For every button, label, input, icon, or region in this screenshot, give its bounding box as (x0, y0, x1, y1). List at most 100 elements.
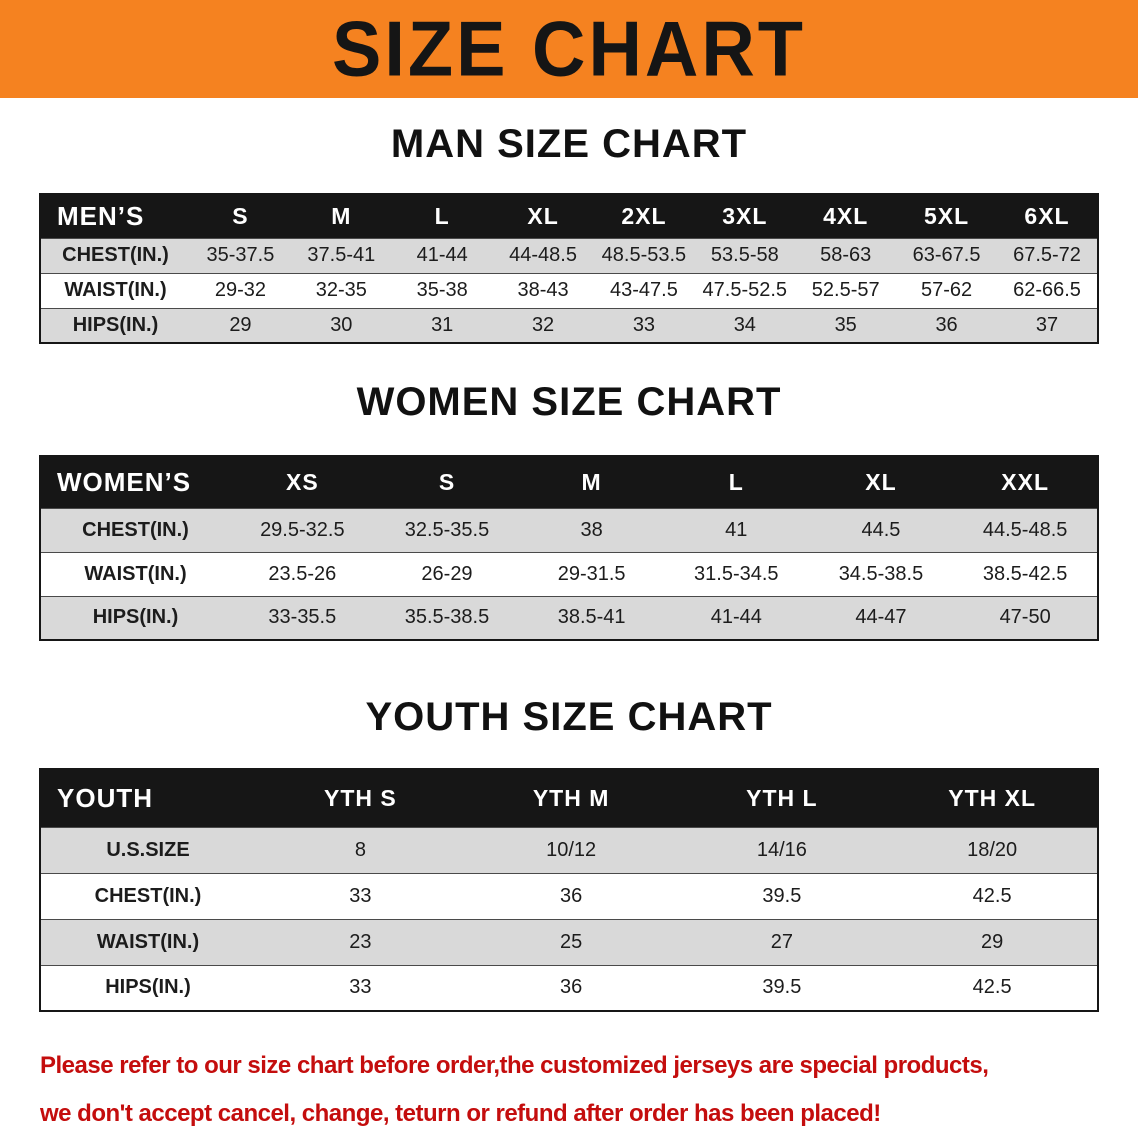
table-cell: 23.5-26 (230, 551, 375, 596)
table-cell: 53.5-58 (694, 237, 796, 273)
table-cell: 62-66.5 (997, 272, 1098, 308)
size-column-header: XS (230, 456, 375, 508)
size-chart-banner: SIZE CHART (0, 0, 1138, 98)
table-cell: 27 (676, 918, 888, 965)
table-cell: 38 (519, 507, 664, 552)
row-label: WAIST(IN.) (40, 918, 255, 965)
table-cell: 41 (663, 507, 809, 552)
table-cell: 29 (190, 307, 291, 343)
table-cell: 29.5-32.5 (230, 507, 375, 552)
table-cell: 32-35 (290, 272, 392, 308)
table-row: HIPS(IN.) 33 36 39.5 42.5 (40, 964, 1098, 1011)
table-cell: 44-47 (808, 595, 954, 640)
youth-size-table: YOUTH YTH S YTH M YTH L YTH XL U.S.SIZE 8 10/12… (39, 768, 1099, 1012)
table-cell: 38.5-41 (519, 595, 664, 640)
table-cell: 58-63 (795, 237, 897, 273)
table-header-row: WOMEN’S XS S M L XL XXL (40, 456, 1098, 508)
table-cell: 37 (997, 307, 1098, 343)
size-column-header: XXL (953, 456, 1098, 508)
size-column-header: S (190, 194, 291, 238)
table-cell: 44.5-48.5 (953, 507, 1098, 552)
table-cell: 67.5-72 (997, 237, 1098, 273)
table-cell: 35-38 (391, 272, 493, 308)
size-column-header: 4XL (795, 194, 897, 238)
size-column-header: 6XL (997, 194, 1098, 238)
table-cell: 32.5-35.5 (374, 507, 520, 552)
table-cell: 36 (465, 964, 677, 1011)
table-cell: 33 (255, 964, 466, 1011)
table-cell: 37.5-41 (290, 237, 392, 273)
table-cell: 34 (694, 307, 796, 343)
table-header-row: MEN’S S M L XL 2XL 3XL 4XL 5XL 6XL (40, 194, 1098, 238)
table-cell: 47-50 (953, 595, 1098, 640)
women-size-table: WOMEN’S XS S M L XL XXL CHEST(IN.) 29.5-32.5 32.5… (39, 455, 1099, 641)
table-row: CHEST(IN.) 33 36 39.5 42.5 (40, 872, 1098, 919)
table-cell: 44.5 (808, 507, 954, 552)
youth-section-heading: YOUTH SIZE CHART (365, 695, 773, 739)
size-column-header: 3XL (694, 194, 796, 238)
size-column-header: YTH L (676, 769, 888, 827)
table-header-row: YOUTH YTH S YTH M YTH L YTH XL (40, 769, 1098, 827)
section-men: MAN SIZE CHART MEN’S S M L XL 2XL 3XL 4XL 5XL 6XL… (0, 122, 1138, 344)
table-cell: 57-62 (896, 272, 997, 308)
table-cell: 18/20 (887, 826, 1098, 873)
row-label: HIPS(IN.) (40, 307, 190, 343)
table-cell: 44-48.5 (492, 237, 594, 273)
table-cell: 14/16 (676, 826, 888, 873)
table-row: HIPS(IN.) 29 30 31 32 33 34 35 36 37 (40, 307, 1098, 343)
table-cell: 35.5-38.5 (374, 595, 520, 640)
table-cell: 43-47.5 (593, 272, 695, 308)
men-section-heading: MAN SIZE CHART (390, 122, 748, 166)
table-cell: 36 (465, 872, 677, 919)
table-title-cell: WOMEN’S (40, 456, 230, 508)
table-row: HIPS(IN.) 33-35.5 35.5-38.5 38.5-41 41-44 44-… (40, 595, 1098, 640)
table-row: U.S.SIZE 8 10/12 14/16 18/20 (40, 826, 1098, 873)
row-label: U.S.SIZE (40, 826, 255, 873)
table-cell: 10/12 (465, 826, 677, 873)
size-column-header: XL (492, 194, 594, 238)
row-label: HIPS(IN.) (40, 964, 255, 1011)
table-cell: 32 (492, 307, 594, 343)
table-row: WAIST(IN.) 23 25 27 29 (40, 918, 1098, 965)
row-label: HIPS(IN.) (40, 595, 230, 640)
banner-title: SIZE CHART (332, 4, 806, 93)
table-cell: 29-32 (190, 272, 291, 308)
section-youth: YOUTH SIZE CHART YOUTH YTH S YTH M YTH L YTH… (0, 695, 1138, 1012)
size-column-header: 2XL (593, 194, 695, 238)
size-column-header: L (391, 194, 493, 238)
table-cell: 39.5 (676, 872, 888, 919)
table-cell: 35 (795, 307, 897, 343)
table-cell: 52.5-57 (795, 272, 897, 308)
table-title-cell: YOUTH (40, 769, 255, 827)
table-cell: 30 (290, 307, 392, 343)
table-cell: 26-29 (374, 551, 520, 596)
table-title-cell: MEN’S (40, 194, 190, 238)
table-cell: 31 (391, 307, 493, 343)
row-label: WAIST(IN.) (40, 551, 230, 596)
size-column-header: YTH M (465, 769, 677, 827)
table-cell: 29-31.5 (519, 551, 664, 596)
women-section-heading: WOMEN SIZE CHART (356, 380, 782, 424)
footer-note-line1: Please refer to our size chart before or… (40, 1052, 989, 1079)
table-cell: 34.5-38.5 (808, 551, 954, 596)
table-cell: 47.5-52.5 (694, 272, 796, 308)
table-cell: 42.5 (887, 872, 1098, 919)
row-label: CHEST(IN.) (40, 507, 230, 552)
table-cell: 41-44 (663, 595, 809, 640)
table-cell: 8 (255, 826, 466, 873)
table-cell: 36 (896, 307, 997, 343)
row-label: WAIST(IN.) (40, 272, 190, 308)
table-cell: 33 (255, 872, 466, 919)
table-row: WAIST(IN.) 23.5-26 26-29 29-31.5 31.5-34.5 34… (40, 551, 1098, 596)
table-row: CHEST(IN.) 29.5-32.5 32.5-35.5 38 41 44.5 44.5… (40, 507, 1098, 552)
table-cell: 48.5-53.5 (593, 237, 695, 273)
table-cell: 38.5-42.5 (953, 551, 1098, 596)
men-size-table: MEN’S S M L XL 2XL 3XL 4XL 5XL 6XL CHEST(IN.) 35-37… (39, 193, 1099, 344)
table-cell: 29 (887, 918, 1098, 965)
table-row: WAIST(IN.) 29-32 32-35 35-38 38-43 43-47.5 47.… (40, 272, 1098, 308)
table-cell: 41-44 (391, 237, 493, 273)
table-cell: 38-43 (492, 272, 594, 308)
size-column-header: L (663, 456, 809, 508)
footer-note-line2: we don't accept cancel, change, teturn o… (40, 1100, 881, 1127)
table-cell: 42.5 (887, 964, 1098, 1011)
